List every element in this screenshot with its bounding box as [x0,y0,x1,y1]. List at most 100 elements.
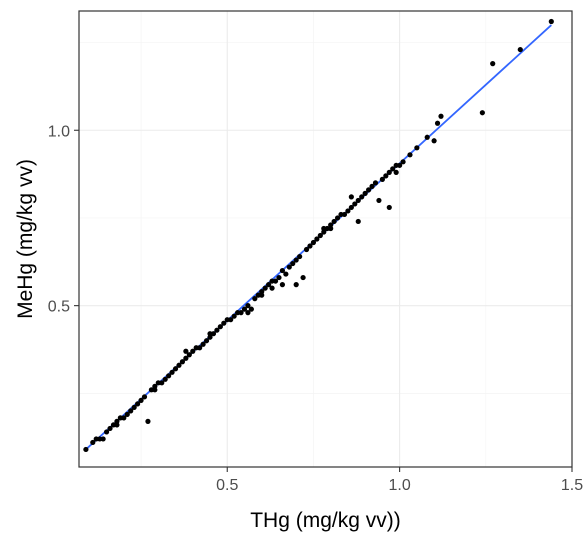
data-point [214,327,220,333]
data-points [83,18,554,453]
data-point [438,113,444,119]
data-point [479,110,485,116]
data-point [266,282,272,288]
data-point [107,425,113,432]
data-point [90,439,96,446]
data-point [152,387,158,393]
data-point [183,348,189,354]
data-point [431,138,437,144]
data-point [121,415,127,421]
data-point [390,166,396,172]
data-point [331,218,337,225]
x-axis-title: THg (mg/kg vv)) [250,509,401,532]
y-axis-title: MeHg (mg/kg vv) [14,159,37,319]
data-point [207,331,213,337]
data-point [424,134,430,140]
data-point [317,232,323,239]
data-point [328,225,334,232]
data-point [293,257,299,263]
data-point [135,401,141,407]
data-point [262,285,268,291]
data-point [352,201,358,207]
data-point [307,243,313,249]
y-tick-label: 1.0 [48,123,70,140]
data-point [517,46,523,53]
data-point [314,236,320,242]
plot-panel [78,10,573,468]
data-point [297,253,303,260]
data-point [341,211,348,218]
data-point [362,190,368,196]
data-point [283,271,289,277]
data-point [293,282,299,288]
data-point [348,204,354,211]
data-point [393,169,399,175]
data-point [383,173,389,179]
data-point [103,429,110,435]
data-point [397,162,403,168]
grid [79,11,573,467]
data-point [83,446,89,453]
data-point [128,408,134,414]
data-point [141,394,148,400]
data-point [145,418,151,424]
axis-ticks: 0.5 1.0 1.5 0.5 1.0 [48,123,583,494]
data-point [279,282,286,288]
data-point [176,362,182,368]
data-point [169,369,175,375]
data-point [359,194,365,200]
data-point [166,373,172,379]
data-point [228,317,234,323]
data-point [245,310,251,316]
data-point [345,208,351,214]
data-point [203,338,210,344]
data-point [407,152,413,158]
data-point [162,376,168,382]
data-point [355,197,361,204]
x-tick-label: 0.5 [216,477,238,494]
data-point [172,366,179,372]
data-point [365,187,372,193]
data-point [414,145,420,151]
data-point [386,204,392,211]
data-point [179,359,186,365]
data-point [217,324,223,330]
data-point [272,278,279,284]
data-point [114,422,120,428]
data-point [131,404,137,410]
data-point [138,397,144,403]
data-point [310,239,317,246]
data-point [259,292,265,298]
data-point [386,169,392,175]
data-point [276,274,282,281]
data-point [286,264,292,270]
y-tick-label: 0.5 [48,299,70,316]
data-point [221,320,227,326]
data-point [269,285,275,291]
data-point [241,306,248,312]
data-point [245,303,251,309]
data-point [303,246,310,253]
data-point [183,355,189,361]
data-point [379,176,385,182]
data-point [300,274,306,281]
data-point [190,348,196,354]
data-point [348,194,354,200]
data-point [434,120,441,126]
x-tick-label: 1.0 [388,477,410,494]
data-point [197,345,203,351]
data-point [124,411,130,417]
data-point [231,313,237,319]
data-point [186,352,192,358]
data-point [200,341,206,347]
data-point [490,61,496,67]
x-tick-label: 1.5 [561,477,583,494]
data-point [100,436,106,442]
data-point [248,306,254,312]
data-point [355,218,361,225]
data-point [334,215,341,221]
data-point [290,260,296,267]
data-point [252,296,258,302]
